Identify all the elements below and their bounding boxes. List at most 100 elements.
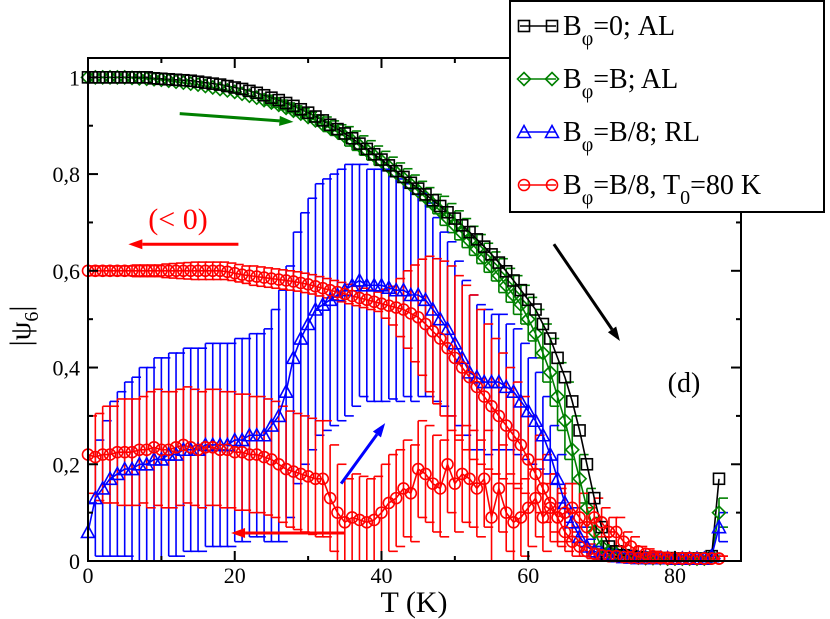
data-point (221, 79, 234, 93)
data-point (470, 482, 484, 495)
data-point (323, 118, 337, 132)
data-point (373, 277, 390, 292)
data-point (279, 462, 293, 476)
data-point (485, 511, 498, 524)
data-point (432, 310, 449, 326)
data-point (235, 268, 249, 281)
data-point (133, 264, 146, 278)
data-point (353, 513, 366, 527)
data-point (557, 494, 573, 510)
data-point (147, 441, 161, 454)
data-point (492, 409, 506, 423)
data-point (250, 86, 264, 100)
data-point (676, 551, 689, 565)
data-point (382, 299, 396, 312)
data-point (287, 99, 300, 113)
data-point (221, 265, 234, 279)
data-point (470, 233, 484, 246)
data-point (593, 538, 610, 555)
data-point (278, 383, 294, 399)
data-point (631, 545, 645, 558)
data-point (571, 528, 588, 544)
data-point (243, 269, 256, 282)
legend-item: Bφ=B/8; RL (516, 117, 700, 156)
data-point (447, 335, 463, 350)
data-point (712, 552, 726, 565)
data-point (309, 279, 322, 293)
data-point (543, 501, 557, 515)
x-axis-label: T (K) (381, 586, 448, 619)
annotation-negative: (< 0) (148, 203, 207, 236)
data-point (602, 525, 616, 539)
data-point (557, 413, 573, 429)
data-point (147, 264, 161, 278)
data-point (395, 281, 412, 297)
data-point (169, 264, 183, 278)
data-point (257, 271, 271, 284)
data-point (426, 324, 440, 338)
data-point (514, 511, 528, 524)
arrows (128, 112, 620, 538)
data-point (118, 264, 131, 278)
data-point (505, 287, 522, 303)
data-point (316, 472, 330, 486)
legend-marker (544, 71, 560, 87)
data-point (153, 451, 170, 466)
data-point (199, 441, 212, 454)
data-point (499, 419, 513, 432)
data-point (573, 424, 586, 437)
arrow-head (372, 423, 386, 438)
legend-marker (516, 71, 532, 87)
y-tick-label: 0,4 (53, 356, 81, 381)
data-point (470, 380, 484, 394)
data-point (609, 525, 623, 539)
data-point (661, 551, 674, 564)
data-point (287, 275, 300, 288)
data-point (419, 467, 432, 481)
data-point (102, 69, 118, 85)
data-point (309, 472, 322, 486)
data-point (87, 489, 104, 505)
data-point (513, 393, 529, 408)
data-point (206, 264, 220, 278)
data-point (323, 283, 337, 297)
legend-marker (516, 123, 532, 139)
data-point (520, 311, 536, 327)
data-point (492, 482, 506, 495)
data-point (595, 516, 608, 529)
data-point (138, 456, 155, 471)
data-point (520, 402, 537, 418)
data-point (617, 550, 630, 564)
data-point (133, 71, 146, 84)
data-point (235, 82, 249, 96)
data-point (234, 431, 250, 447)
data-point (485, 399, 498, 413)
data-point (580, 545, 594, 558)
data-point (389, 491, 403, 505)
data-point (94, 480, 111, 495)
data-point (256, 427, 272, 442)
data-point (711, 518, 727, 534)
data-point (294, 102, 308, 116)
x-tick-label: 0 (83, 563, 94, 588)
data-point (527, 326, 544, 342)
data-point (527, 412, 544, 428)
data-point (351, 272, 368, 287)
data-point (111, 445, 124, 459)
data-point (579, 500, 595, 516)
legend-marker (544, 123, 560, 139)
data-point (345, 289, 359, 303)
data-point (558, 370, 572, 384)
arrow-head (231, 527, 246, 538)
data-point (463, 472, 476, 486)
data-point (543, 332, 557, 345)
data-point (338, 287, 352, 301)
data-point (323, 491, 337, 505)
data-point (549, 388, 566, 405)
data-point (285, 349, 302, 365)
data-point (169, 73, 183, 87)
data-point (690, 552, 704, 565)
panel-label: (d) (668, 368, 701, 399)
data-point (411, 310, 425, 324)
data-point (270, 407, 287, 423)
